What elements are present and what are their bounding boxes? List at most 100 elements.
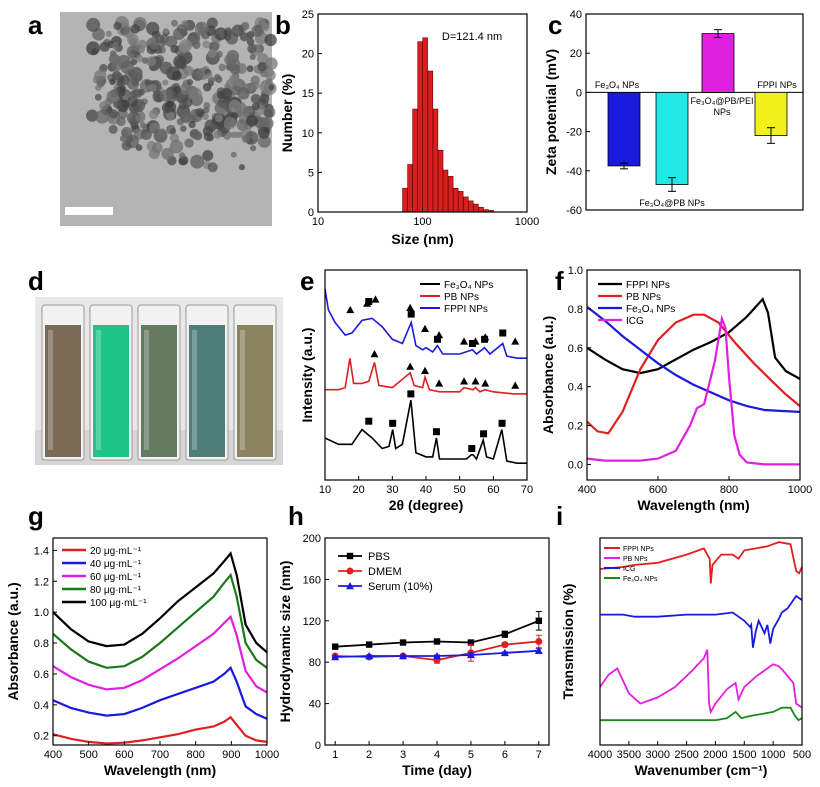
tem-particle [94, 93, 102, 101]
tem-particle [162, 27, 169, 34]
tem-particle [113, 21, 122, 31]
tem-particle [202, 149, 214, 162]
panel-b-xtick-label: 100 [413, 216, 431, 228]
zeta-bar [607, 92, 641, 167]
panel-c-ytick-label: 20 [570, 48, 582, 60]
panel-b-ytick-label: 20 [302, 49, 314, 61]
panel-letter-b: b [275, 10, 291, 40]
panel-letter-d: d [28, 266, 44, 296]
stability-marker [501, 631, 509, 638]
tem-particle [109, 78, 116, 86]
legend-label: ICG [626, 316, 644, 327]
tem-particle [179, 83, 191, 95]
legend-label: FPPI NPs [623, 546, 654, 553]
panel-g-ytick-label: 0.6 [34, 669, 49, 681]
panel-g [52, 548, 268, 745]
panel-g-ytick-label: 0.8 [34, 638, 49, 650]
tem-particle [110, 54, 122, 66]
tem-particle [99, 41, 110, 52]
panel-h-xtick-label: 6 [502, 749, 508, 761]
tem-particle [155, 34, 165, 44]
xrd-triangle-marker [471, 377, 480, 385]
panel-b-ytick-label: 5 [308, 167, 314, 179]
panel-i-xtick-label: 2500 [674, 749, 698, 761]
stability-marker [433, 638, 441, 645]
panel-i [599, 541, 803, 722]
xrd-square-marker [433, 335, 441, 343]
panel-g-ytick-label: 0.4 [34, 700, 49, 712]
tem-particle [251, 24, 265, 37]
panel-h [331, 552, 543, 664]
tem-particle [128, 52, 136, 60]
xrd-triangle-marker [420, 324, 429, 332]
tem-particle [178, 152, 186, 159]
uv-series-line [586, 313, 801, 435]
panel-c-frame [585, 13, 804, 211]
size-bar [437, 149, 444, 213]
tem-particle [190, 154, 205, 169]
tem-particle [205, 72, 213, 80]
panel-f-xtick-label: 800 [720, 484, 738, 496]
stability-marker [331, 653, 340, 661]
vial-liquid [237, 325, 273, 457]
zeta-category-label: FPPI NPs [757, 80, 797, 90]
tem-particle [165, 100, 174, 109]
panel-h-ytick-label: 80 [309, 657, 321, 669]
tem-particle [261, 22, 270, 32]
tem-particle [130, 58, 138, 66]
tem-particle [121, 126, 133, 139]
panel-c [586, 29, 803, 192]
tem-particle [258, 135, 271, 148]
vial-liquid [93, 325, 129, 457]
panel-h-ytick-label: 160 [303, 574, 321, 586]
vial-liquid [45, 325, 81, 457]
tem-particle [99, 101, 109, 111]
uv-series-line [52, 665, 268, 720]
tem-particle [195, 108, 205, 118]
tem-particle [229, 74, 240, 84]
xrd-square-marker [481, 335, 489, 343]
panel-e-xtick-label: 60 [487, 484, 499, 496]
zeta-bar [655, 92, 689, 185]
xrd-square-marker [498, 419, 506, 427]
tem-particle [96, 79, 105, 88]
xrd-square-marker [499, 329, 507, 337]
tem-particle [194, 21, 209, 36]
size-bar [457, 191, 464, 213]
ftir-series-line [600, 594, 803, 648]
tem-particle [121, 26, 130, 35]
xrd-triangle-marker [511, 381, 520, 389]
vial-liquid [189, 325, 225, 457]
xrd-triangle-marker [435, 379, 444, 387]
tem-particle [148, 109, 159, 120]
tem-particle [156, 128, 168, 139]
panel-b-xlabel: Size (nm) [391, 231, 453, 247]
legend-label: PBS [368, 551, 390, 563]
tem-particle [170, 44, 179, 54]
stability-marker [399, 651, 408, 660]
tem-particle [231, 85, 242, 96]
size-bar [453, 187, 459, 213]
panel-h-xtick-label: 2 [366, 749, 372, 761]
xrd-triangle-marker [346, 305, 355, 314]
panel-c-ylabel: Zeta potential (mV) [543, 49, 559, 175]
tem-particle [214, 114, 223, 123]
panel-f-ylabel: Absorbance (a.u.) [540, 316, 556, 434]
zeta-category-label: Fe₃O₄ NPs [595, 80, 640, 90]
legend-label: 40 μg·mL⁻¹ [90, 559, 142, 570]
panel-h-ytick-label: 120 [303, 616, 321, 628]
tem-particle [178, 101, 188, 110]
panel-b [402, 37, 494, 213]
stability-marker [501, 641, 509, 649]
size-bar [447, 176, 454, 213]
tem-particle [246, 65, 254, 73]
tem-particle [215, 50, 223, 58]
tem-particle [169, 139, 184, 154]
xrd-triangle-marker [406, 362, 415, 370]
xrd-square-marker [365, 417, 373, 425]
xrd-square-marker [407, 310, 415, 318]
tem-particle [169, 128, 177, 135]
uv-series-line [586, 314, 800, 466]
panel-f-ytick-label: 0.0 [568, 459, 583, 471]
tem-particle [119, 85, 127, 92]
